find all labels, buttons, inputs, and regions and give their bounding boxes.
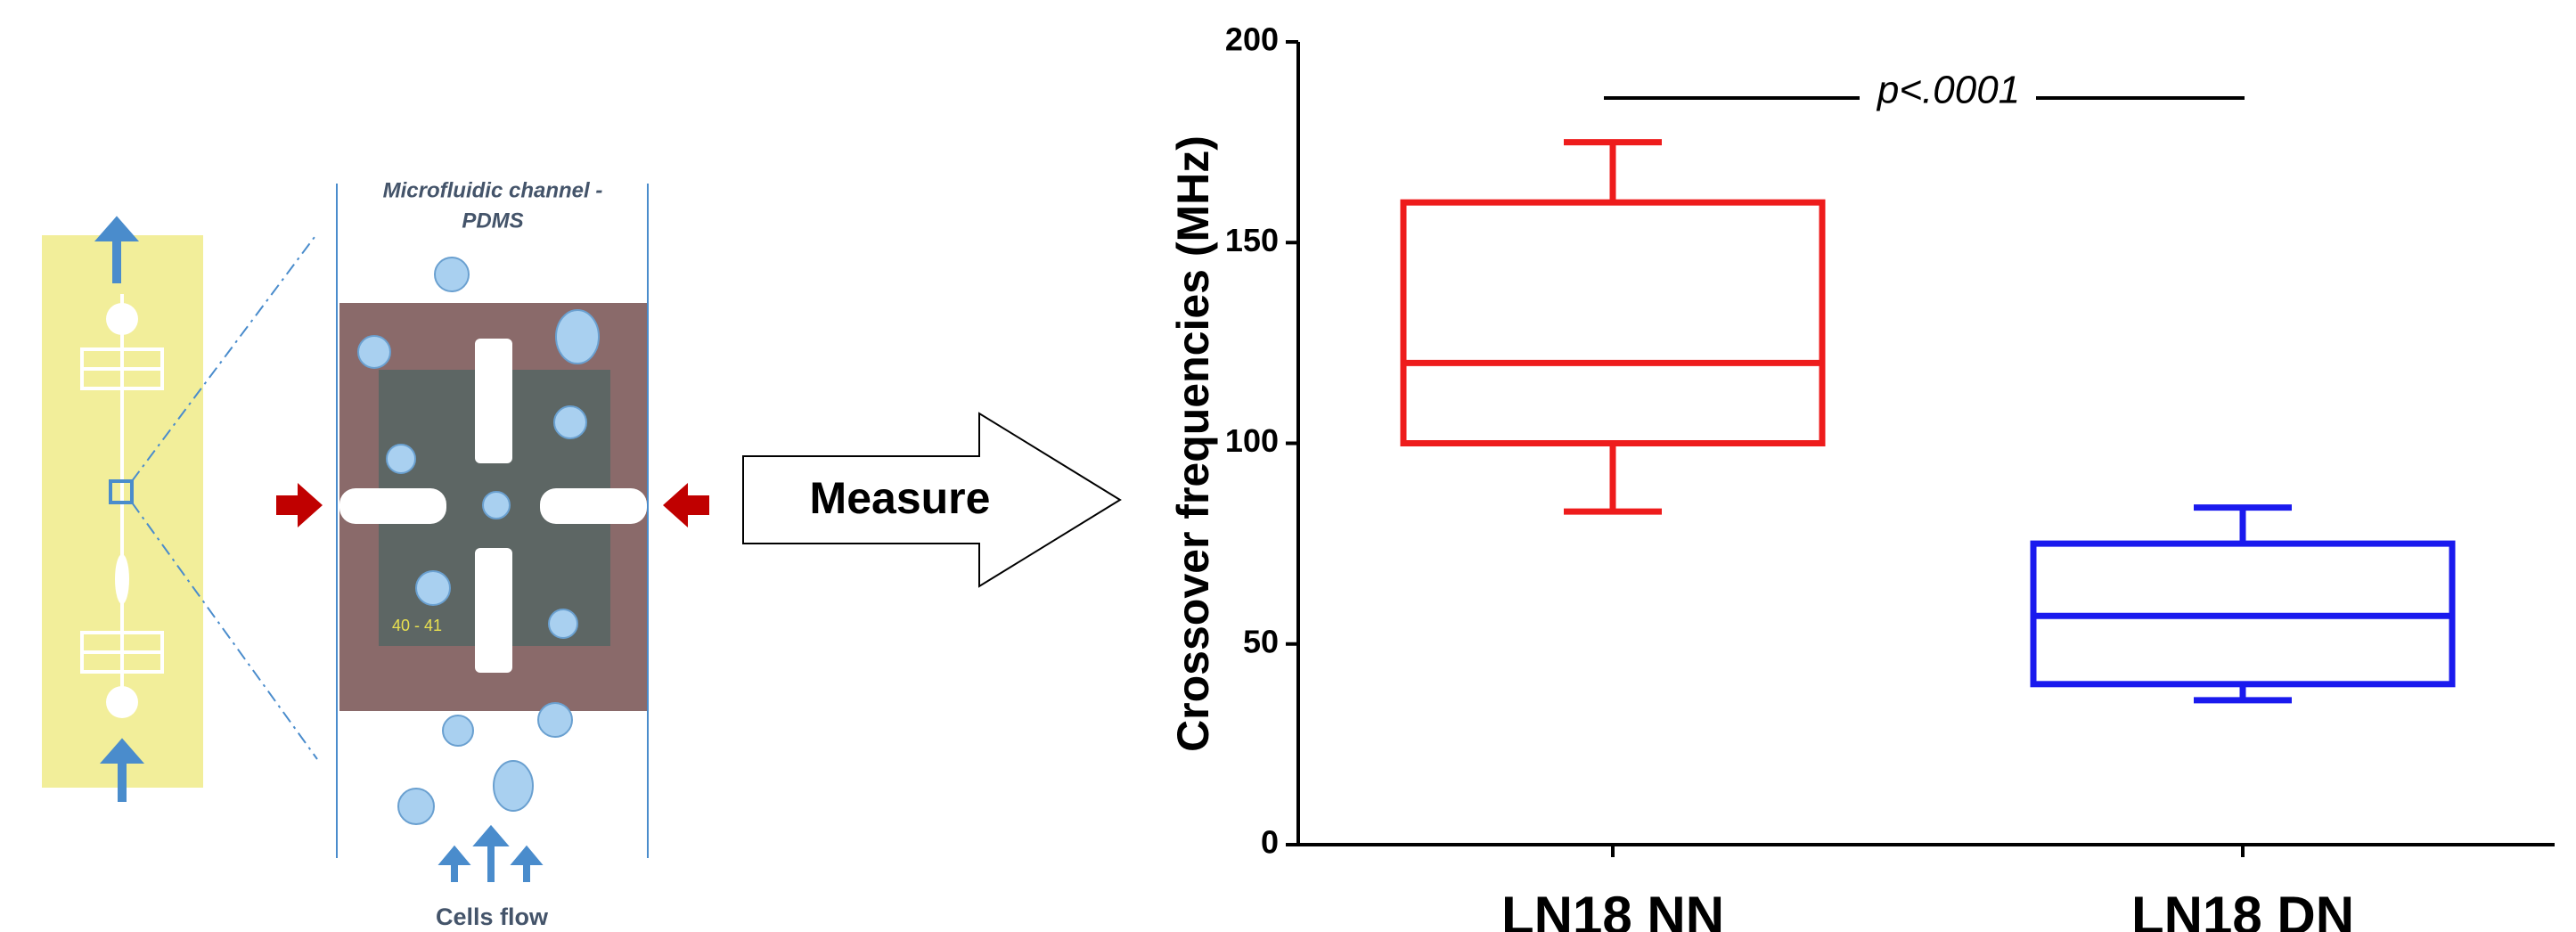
annotation: p<.0001 — [1876, 69, 2020, 112]
box — [1403, 202, 1822, 443]
chip-label: 40 - 41 — [392, 617, 442, 634]
inlet — [106, 303, 138, 335]
channel-label: Microfluidic channel - — [383, 178, 603, 202]
y-axis-title: Crossover frequencies (MHz) — [1168, 135, 1218, 752]
outlet — [106, 686, 138, 718]
diagram: Microfluidic channel - PDMS 40 - 41 Cell… — [42, 178, 1120, 930]
y-tick-label: 100 — [1225, 422, 1279, 459]
y-tick-label: 0 — [1261, 824, 1279, 861]
y-tick-label: 50 — [1243, 623, 1279, 659]
channel — [115, 554, 129, 604]
x-tick-label: LN18 DN — [2131, 886, 2354, 932]
x-tick-label: LN18 NN — [1501, 886, 1724, 932]
flow-label: Cells flow — [436, 903, 549, 930]
figure: Microfluidic channel - PDMS 40 - 41 Cell… — [0, 0, 2576, 932]
box-plot: Crossover frequencies (MHz) 0 50 100 150 200… — [1168, 21, 2555, 932]
arrow-label: Measure — [810, 473, 991, 523]
y-tick-label: 150 — [1225, 222, 1279, 258]
channel-label: PDMS — [462, 208, 523, 233]
y-tick-label: 200 — [1225, 21, 1279, 58]
flow-arrow — [446, 830, 536, 882]
